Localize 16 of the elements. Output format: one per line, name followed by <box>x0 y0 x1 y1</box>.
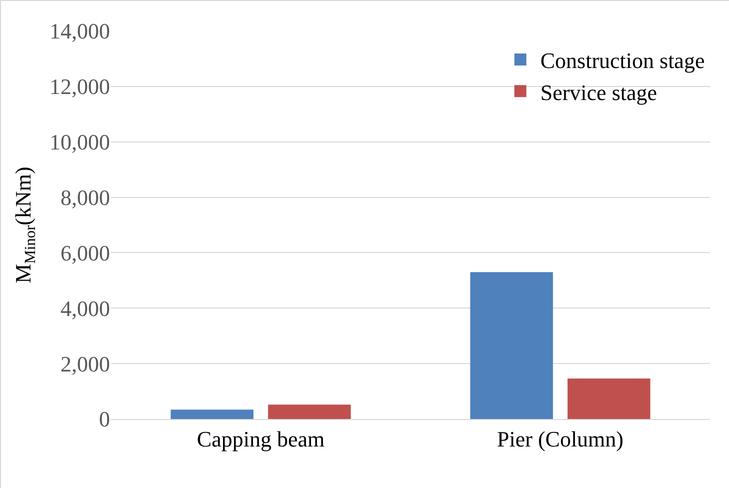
y-tick-label: 0 <box>99 406 110 432</box>
y-tick-label: 8,000 <box>60 184 110 210</box>
bar <box>470 272 553 419</box>
legend-label: Construction stage <box>540 48 705 74</box>
y-tick-label: 10,000 <box>50 130 110 155</box>
y-tick-label: 14,000 <box>50 18 110 44</box>
bar <box>568 378 650 419</box>
bar <box>268 404 351 419</box>
y-tick-label: 6,000 <box>60 240 110 266</box>
y-tick-label: 2,000 <box>60 351 110 376</box>
legend-label: Service stage <box>540 80 658 105</box>
x-tick-label: Capping beam <box>196 426 325 452</box>
y-tick-label: 4,000 <box>60 296 110 321</box>
bar <box>170 410 254 419</box>
x-tick-label: Pier (Column) <box>497 426 624 452</box>
y-tick-label: 12,000 <box>50 74 110 100</box>
